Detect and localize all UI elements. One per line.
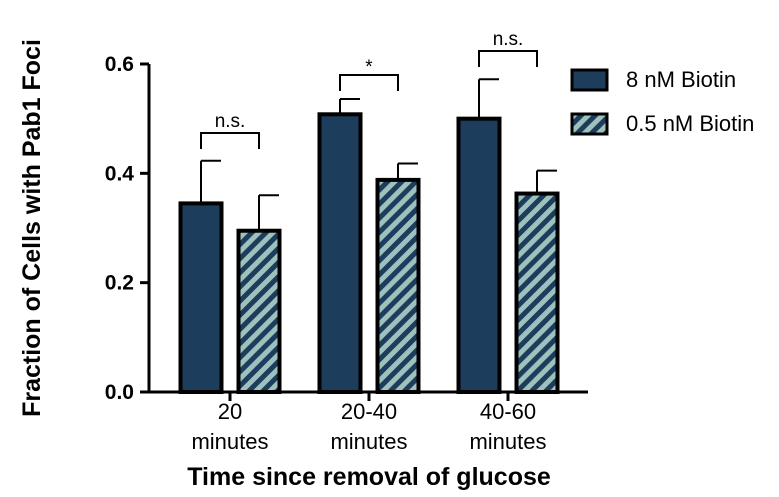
y-tick-label: 0.0: [105, 381, 134, 404]
category-labels: 20 minutes 20-40 minutes 40-60 minutes: [191, 399, 546, 454]
bar-0-5nm: [514, 191, 560, 394]
bar-8nm: [317, 112, 363, 394]
x-tick-label: 20: [218, 399, 242, 424]
y-tick-label: 0.6: [105, 53, 134, 76]
x-tick-label: 20-40: [341, 399, 397, 424]
y-tick-label: 0.4: [105, 162, 135, 185]
x-tick-label: 40-60: [480, 399, 536, 424]
legend-swatch-0-5nm: [570, 112, 609, 136]
significance-label: *: [365, 57, 373, 78]
bar-0-5nm: [375, 177, 421, 394]
significance-brackets: n.s. * n.s.: [200, 29, 538, 149]
x-tick-label: minutes: [469, 429, 546, 454]
y-tick-label: 0.2: [105, 272, 134, 295]
significance-bracket: [339, 74, 399, 91]
significance-bracket: [478, 50, 538, 67]
bar-0-5nm: [236, 228, 282, 394]
legend: 8 nM Biotin 0.5 nM Biotin: [570, 67, 754, 136]
y-axis: [140, 62, 151, 394]
bar-8nm: [178, 201, 224, 394]
x-tick-label: minutes: [330, 429, 407, 454]
significance-bracket: [200, 132, 260, 149]
bars: [178, 78, 560, 395]
y-axis-title: Fraction of Cells with Pab1 Foci: [18, 39, 46, 417]
x-tick-label: minutes: [191, 429, 268, 454]
significance-label: n.s.: [215, 111, 246, 132]
legend-label-8nm: 8 nM Biotin: [626, 67, 736, 92]
legend-label-0-5nm: 0.5 nM Biotin: [626, 111, 754, 136]
y-tick-labels: 0.0 0.2 0.4 0.6: [105, 53, 135, 404]
significance-label: n.s.: [493, 29, 524, 50]
legend-swatch-8nm: [570, 68, 609, 92]
bar-8nm: [456, 116, 502, 395]
x-axis-title: Time since removal of glucose: [187, 463, 551, 491]
